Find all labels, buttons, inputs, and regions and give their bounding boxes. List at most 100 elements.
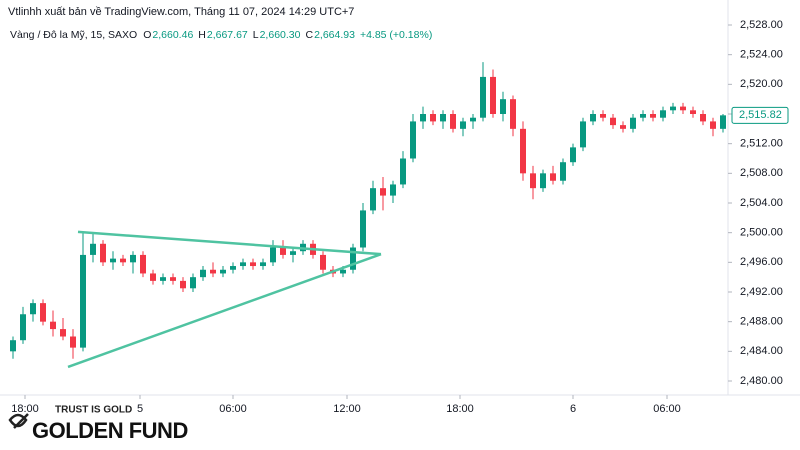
x-tick-label: 18:00 xyxy=(11,403,39,415)
candle-body xyxy=(390,184,396,196)
ohlc-value: 2,660.46 xyxy=(152,29,193,41)
candle-body xyxy=(680,106,686,111)
candle-body xyxy=(180,280,186,289)
candle-body xyxy=(400,158,406,185)
candle-body xyxy=(10,340,16,352)
candle-body xyxy=(430,114,436,122)
symbol-name: Vàng / Đô la Mỹ, 15, SAXO xyxy=(10,29,137,41)
candle-body xyxy=(560,162,566,181)
candle-body xyxy=(610,117,616,126)
candle-body xyxy=(650,114,656,118)
y-tick-label: 2,512.00 xyxy=(740,138,783,150)
publisher-line: Vtlinhh xuất bản về TradingView.com, Thá… xyxy=(8,6,354,18)
candle-body xyxy=(720,115,726,129)
candle-body xyxy=(580,121,586,148)
candle-body xyxy=(260,262,266,267)
candle-body xyxy=(520,128,526,174)
candle-body xyxy=(290,251,296,255)
candle-body xyxy=(490,76,496,114)
candle-body xyxy=(170,277,176,281)
y-tick-label: 2,520.00 xyxy=(740,78,783,90)
candle-body xyxy=(150,273,156,281)
candle-body xyxy=(50,321,56,330)
candle-body xyxy=(510,99,516,129)
candle-body xyxy=(530,173,536,189)
y-tick-label: 2,508.00 xyxy=(740,167,783,179)
candle-body xyxy=(710,121,716,129)
ohlc-value: 2,664.93 xyxy=(314,29,355,41)
candle-body xyxy=(590,114,596,122)
candle-body xyxy=(360,210,366,248)
candle-body xyxy=(550,173,556,181)
change: +4.85 (+0.18%) xyxy=(360,29,432,41)
candle-body xyxy=(600,114,606,118)
candle-body xyxy=(200,269,206,278)
candle-body xyxy=(80,254,86,348)
candle-body xyxy=(440,114,446,122)
candle-body xyxy=(240,262,246,267)
ohlc-label: C xyxy=(305,29,313,41)
price-tag-label: 2,515.82 xyxy=(739,109,782,121)
x-tick-label: 06:00 xyxy=(219,403,247,415)
candle-body xyxy=(270,247,276,263)
trendline xyxy=(67,252,382,369)
y-tick-label: 2,524.00 xyxy=(740,49,783,61)
y-tick-label: 2,488.00 xyxy=(740,316,783,328)
candle-body xyxy=(410,121,416,159)
x-tick-label: 12:00 xyxy=(333,403,361,415)
candle-body xyxy=(450,114,456,129)
candle-body xyxy=(620,125,626,129)
candle-body xyxy=(190,277,196,289)
x-tick-label: 5 xyxy=(137,403,143,415)
y-tick-label: 2,492.00 xyxy=(740,286,783,298)
candle-body xyxy=(90,243,96,255)
y-tick-label: 2,500.00 xyxy=(740,227,783,239)
x-tick-label: 06:00 xyxy=(653,403,681,415)
ohlc-label: O xyxy=(143,29,151,41)
candle-body xyxy=(70,336,76,348)
candle-body xyxy=(120,258,126,263)
candle-body xyxy=(60,329,66,337)
candle-body xyxy=(540,173,546,189)
candle-body xyxy=(480,76,486,118)
brand: GOLDEN FUND xyxy=(32,418,188,443)
candle-body xyxy=(690,110,696,114)
ohlc-label: L xyxy=(253,29,259,41)
ohlc-label: H xyxy=(198,29,206,41)
candle-body xyxy=(100,243,106,263)
logo-icon xyxy=(8,413,29,429)
candle-body xyxy=(230,266,236,270)
candle-body xyxy=(140,254,146,274)
candle-body xyxy=(370,188,376,211)
candle-body xyxy=(640,114,646,118)
candle-body xyxy=(250,262,256,267)
candle-body xyxy=(110,258,116,263)
candle-body xyxy=(570,147,576,163)
ohlc-value: 2,667.67 xyxy=(207,29,248,41)
candle-body xyxy=(280,247,286,255)
x-tick-label: 6 xyxy=(570,403,576,415)
candle-body xyxy=(130,254,136,263)
candle-body xyxy=(20,314,26,341)
y-tick-label: 2,484.00 xyxy=(740,345,783,357)
candle-body xyxy=(420,114,426,122)
tagline: TRUST IS GOLD xyxy=(55,405,132,416)
candle-body xyxy=(470,117,476,122)
price-tag xyxy=(731,106,789,124)
candle-body xyxy=(350,247,356,270)
candle-body xyxy=(30,303,36,315)
logo: TRUST IS GOLD GOLDEN FUND xyxy=(8,405,188,443)
candle-body xyxy=(220,269,226,274)
x-tick-label: 18:00 xyxy=(446,403,474,415)
candle-body xyxy=(630,117,636,129)
trendline xyxy=(77,230,382,256)
candle-body xyxy=(660,110,666,118)
candle-body xyxy=(160,277,166,281)
ohlc-value: 2,660.30 xyxy=(260,29,301,41)
candle-body xyxy=(320,254,326,270)
candle-body xyxy=(460,121,466,129)
y-tick-label: 2,496.00 xyxy=(740,256,783,268)
candle-body xyxy=(700,114,706,122)
candle-body xyxy=(670,106,676,111)
